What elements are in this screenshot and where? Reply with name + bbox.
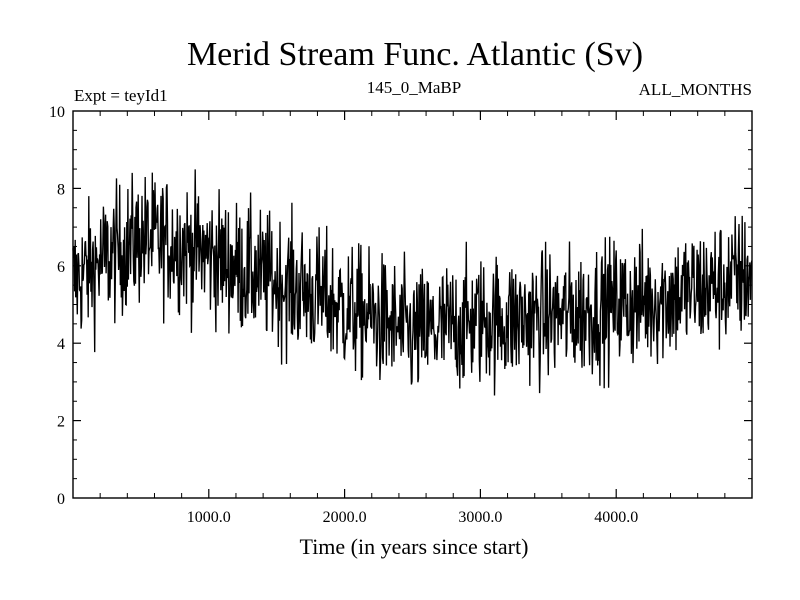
series-line xyxy=(72,169,753,396)
y-tick-label: 10 xyxy=(49,104,65,121)
x-axis: 1000.0 2000.0 3000.0 4000.0 xyxy=(187,111,638,526)
chart-title: Merid Stream Func. Atlantic (Sv) xyxy=(187,36,643,73)
x-tick-label: 1000.0 xyxy=(187,509,231,526)
y-tick-label: 6 xyxy=(57,259,65,276)
x-axis-label: Time (in years since start) xyxy=(300,534,529,559)
y-tick-label: 4 xyxy=(57,336,65,353)
y-axis: 0 2 4 6 8 10 xyxy=(49,104,752,508)
period-label: 145_0_MaBP xyxy=(367,78,461,97)
y-tick-label: 2 xyxy=(57,414,65,431)
x-tick-label: 2000.0 xyxy=(323,509,367,526)
x-tick-label: 3000.0 xyxy=(458,509,502,526)
x-tick-label: 4000.0 xyxy=(594,509,638,526)
months-label: ALL_MONTHS xyxy=(639,80,752,99)
y-tick-label: 8 xyxy=(57,181,65,198)
experiment-label: Expt = teyId1 xyxy=(74,86,168,105)
y-tick-label: 0 xyxy=(57,491,65,508)
minor-ticks xyxy=(73,111,752,498)
